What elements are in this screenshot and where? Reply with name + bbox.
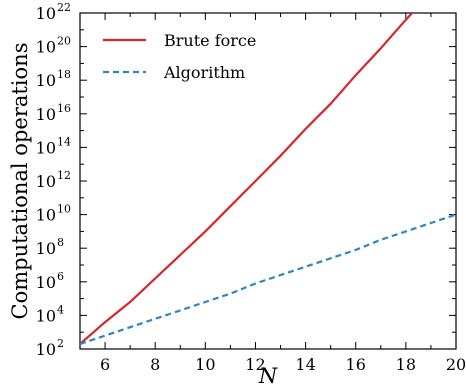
series-line-algorithm — [80, 213, 456, 346]
y-tick-label: 102 — [36, 337, 64, 359]
x-tick-label: 20 — [446, 355, 466, 374]
y-tick-label: 104 — [36, 303, 64, 325]
y-tick-base: 10 — [36, 273, 56, 292]
y-tick-exponent: 8 — [57, 236, 64, 249]
x-tick-label: 10 — [195, 355, 215, 374]
x-tick-label: 6 — [100, 355, 110, 374]
y-tick-label: 1012 — [36, 169, 71, 191]
y-tick-exponent: 12 — [57, 169, 71, 182]
y-tick-exponent: 4 — [57, 303, 64, 316]
y-tick-label: 1010 — [36, 203, 71, 225]
y-tick-exponent: 2 — [57, 337, 64, 350]
y-tick-label: 1018 — [36, 68, 71, 90]
y-tick-exponent: 10 — [57, 203, 71, 216]
y-tick-label: 108 — [36, 236, 64, 258]
legend-label: Brute force — [164, 31, 256, 50]
series-line-brute-force — [80, 13, 414, 345]
y-tick-label: 1016 — [36, 102, 71, 124]
y-tick-base: 10 — [36, 340, 56, 359]
x-tick-label: 8 — [150, 355, 160, 374]
y-tick-base: 10 — [36, 306, 56, 325]
plot-area — [79, 12, 457, 350]
y-tick-exponent: 18 — [57, 68, 71, 81]
x-axis-ticks: 6 8 10 12 14 16 18 20 — [79, 13, 466, 374]
y-tick-label: 106 — [36, 270, 64, 292]
y-tick-base: 10 — [36, 71, 56, 90]
y-tick-exponent: 20 — [57, 35, 71, 48]
y-tick-exponent: 6 — [57, 270, 64, 283]
legend: Brute force Algorithm — [103, 31, 256, 82]
legend-label: Algorithm — [163, 63, 245, 82]
x-axis-label: N — [258, 364, 278, 388]
y-tick-label: 1020 — [36, 35, 71, 57]
y-tick-base: 10 — [36, 4, 56, 23]
plot-frame — [79, 12, 457, 350]
y-tick-exponent: 22 — [57, 1, 71, 14]
y-tick-label: 1014 — [36, 135, 71, 157]
x-tick-label: 14 — [295, 355, 315, 374]
y-tick-base: 10 — [36, 38, 56, 57]
y-tick-label: 1022 — [36, 1, 71, 23]
y-tick-exponent: 16 — [57, 102, 71, 115]
series-layer — [80, 13, 456, 346]
x-tick-label: 16 — [346, 355, 366, 374]
y-tick-base: 10 — [36, 206, 56, 225]
y-tick-base: 10 — [36, 172, 56, 191]
x-tick-label: 18 — [396, 355, 416, 374]
x-tick-label: 12 — [245, 355, 265, 374]
y-tick-base: 10 — [36, 239, 56, 258]
y-tick-base: 10 — [36, 138, 56, 157]
y-axis-label: Computational operations — [8, 43, 32, 320]
y-tick-base: 10 — [36, 105, 56, 124]
y-tick-exponent: 14 — [57, 135, 71, 148]
